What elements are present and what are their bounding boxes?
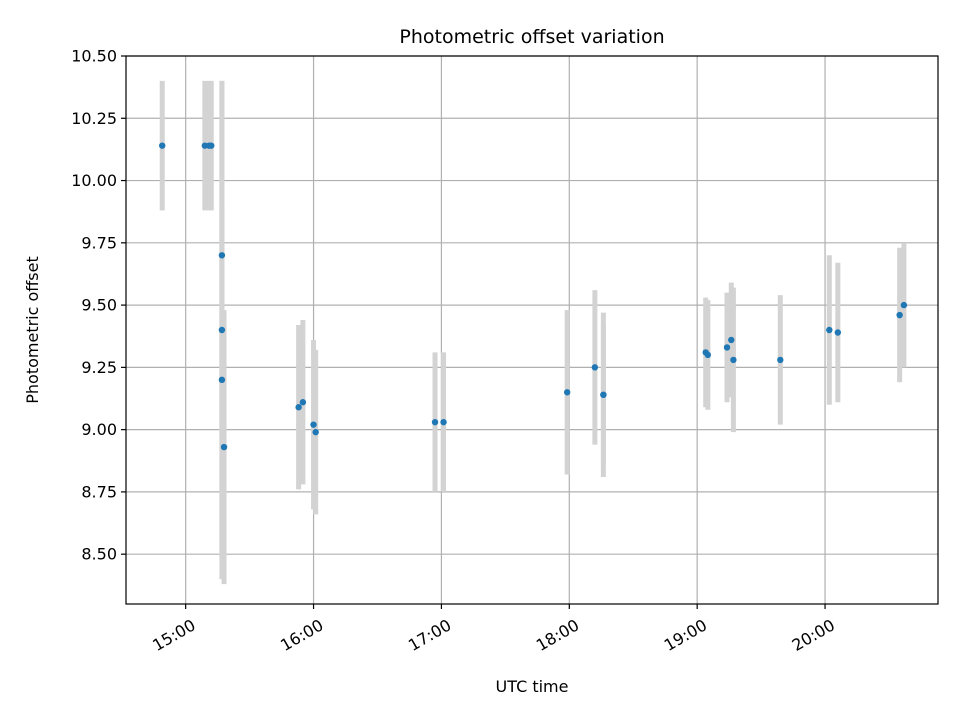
data-point [299, 399, 307, 406]
data-point [295, 404, 302, 411]
x-axis-label: UTC time [496, 677, 569, 696]
data-point [591, 364, 599, 371]
data-point [218, 376, 226, 384]
data-point [310, 421, 317, 428]
y-tick-label: 10.00 [71, 171, 117, 190]
data-point [312, 428, 319, 436]
y-tick-label: 8.75 [81, 482, 117, 501]
y-tick-label: 9.50 [81, 296, 117, 315]
data-points [159, 142, 908, 451]
data-point [440, 418, 447, 426]
data-point [777, 356, 784, 364]
data-point [728, 336, 735, 344]
y-tick-label: 9.00 [81, 420, 117, 439]
y-tick-label: 10.25 [71, 109, 117, 128]
data-point [563, 389, 571, 396]
y-axis-ticks: 8.50 8.75 9.00 9.25 9.50 9.75 10.00 10.25 10.50 [71, 47, 126, 564]
y-tick-label: 10.50 [71, 47, 117, 66]
data-point [218, 326, 226, 334]
plot-frame [125, 55, 939, 605]
data-point [704, 351, 712, 359]
y-tick-label: 8.50 [81, 545, 117, 564]
data-point [826, 326, 833, 334]
y-axis-label: Photometric offset [23, 256, 42, 404]
data-point [834, 329, 842, 336]
data-point [896, 311, 903, 319]
data-point [159, 142, 166, 149]
data-point [208, 142, 215, 149]
data-point [431, 418, 439, 426]
chart-title: Photometric offset variation [399, 26, 664, 48]
y-tick-label: 9.75 [81, 233, 117, 252]
data-point [723, 344, 731, 351]
data-point [218, 252, 226, 259]
grid [126, 55, 938, 604]
data-point [220, 443, 228, 451]
data-point [600, 391, 607, 398]
data-point [730, 356, 737, 364]
y-tick-label: 9.25 [81, 358, 117, 377]
data-point [900, 301, 908, 309]
